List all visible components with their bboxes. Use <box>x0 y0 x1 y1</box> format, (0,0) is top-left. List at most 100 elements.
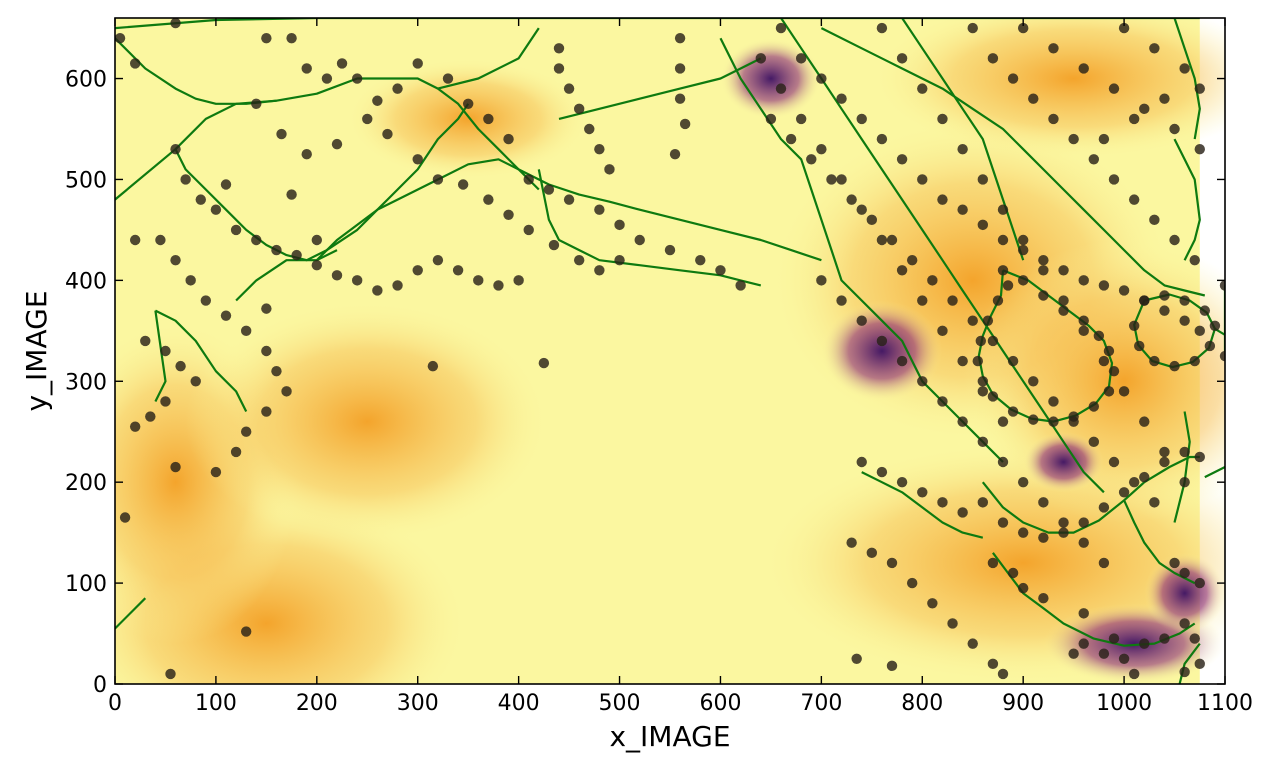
data-point <box>1098 502 1110 513</box>
series-line <box>1173 138 1201 261</box>
series-line <box>1123 499 1196 585</box>
data-point <box>1108 83 1120 94</box>
data-point <box>543 184 555 195</box>
y-tick-label: 100 <box>65 572 107 597</box>
data-point <box>1058 295 1069 306</box>
data-point <box>1194 143 1205 155</box>
data-point <box>1078 63 1089 74</box>
data-point <box>372 95 383 106</box>
data-point <box>967 315 978 326</box>
data-point <box>1103 386 1115 397</box>
data-point <box>1139 638 1150 649</box>
series-line <box>1173 18 1201 140</box>
data-point <box>775 22 787 34</box>
x-tick-label: 0 <box>108 691 122 716</box>
data-point <box>987 658 999 670</box>
data-point <box>1219 280 1225 291</box>
data-point <box>594 204 605 215</box>
data-point <box>483 113 494 125</box>
data-point <box>1017 476 1029 488</box>
data-point <box>1068 648 1079 659</box>
data-point <box>876 335 888 347</box>
data-point <box>836 295 847 306</box>
data-point <box>917 83 928 94</box>
data-point <box>1189 355 1200 367</box>
data-point <box>1078 275 1089 286</box>
data-point <box>977 376 989 387</box>
data-point <box>917 376 928 387</box>
x-axis-ticks: 0 100 200 300 400 500 600 700 800 900 1000 1100 <box>108 18 1253 716</box>
data-point <box>170 18 181 29</box>
y-tick-label: 400 <box>65 269 107 294</box>
data-point <box>896 154 908 165</box>
data-point <box>160 345 171 357</box>
series-line <box>901 18 1025 261</box>
data-point <box>755 53 767 64</box>
data-point <box>1179 63 1190 74</box>
data-point <box>967 638 978 649</box>
data-point <box>1209 320 1221 331</box>
data-point <box>220 310 232 321</box>
data-point <box>573 103 585 115</box>
data-point <box>856 204 867 215</box>
data-point <box>957 355 968 367</box>
data-point <box>977 386 989 397</box>
data-point <box>1219 350 1225 362</box>
data-point <box>503 209 514 220</box>
data-point <box>1017 582 1029 594</box>
data-point <box>548 239 560 251</box>
data-point <box>1017 527 1029 538</box>
texture-blob <box>347 58 590 180</box>
data-point <box>1139 295 1150 306</box>
data-point <box>1108 365 1120 377</box>
data-point <box>493 280 504 291</box>
data-point <box>503 133 514 145</box>
data-point <box>1179 666 1190 678</box>
data-point <box>1179 315 1190 326</box>
data-point <box>957 143 968 155</box>
data-point <box>927 598 938 609</box>
data-point <box>392 83 403 94</box>
data-point <box>1098 133 1110 145</box>
texture-blob <box>720 38 822 119</box>
data-point <box>957 204 968 215</box>
x-tick-label: 800 <box>901 691 943 716</box>
data-point <box>442 73 454 84</box>
y-tick-label: 0 <box>93 673 107 698</box>
series-line <box>861 471 984 539</box>
series-line <box>437 27 540 90</box>
series-line <box>154 310 167 402</box>
data-point <box>947 295 958 306</box>
y-axis-title: y_IMAGE <box>20 290 53 411</box>
data-point <box>1078 537 1089 548</box>
data-point <box>896 53 908 64</box>
data-point <box>1017 244 1029 256</box>
data-point <box>286 189 297 200</box>
data-point <box>1078 315 1089 326</box>
data-point <box>674 32 686 44</box>
data-point <box>1179 295 1190 306</box>
data-point <box>604 164 615 175</box>
data-point <box>1088 154 1100 165</box>
data-point <box>412 154 423 165</box>
data-point <box>210 204 222 215</box>
x-tick-label: 500 <box>599 691 641 716</box>
data-point <box>795 113 807 125</box>
y-tick-label: 600 <box>65 68 107 93</box>
data-point <box>1038 265 1049 276</box>
data-point <box>311 260 323 271</box>
data-point <box>795 53 807 64</box>
point-series <box>115 18 1225 680</box>
data-point <box>997 517 1009 528</box>
data-point <box>1078 608 1089 619</box>
data-point <box>251 234 262 246</box>
data-point <box>977 219 989 231</box>
data-point <box>715 265 726 276</box>
data-point <box>1078 517 1089 528</box>
data-point <box>1189 633 1200 644</box>
data-point <box>129 421 141 432</box>
data-point <box>261 345 272 357</box>
data-point <box>735 280 746 291</box>
data-point <box>1118 653 1130 664</box>
series-line <box>316 158 822 262</box>
